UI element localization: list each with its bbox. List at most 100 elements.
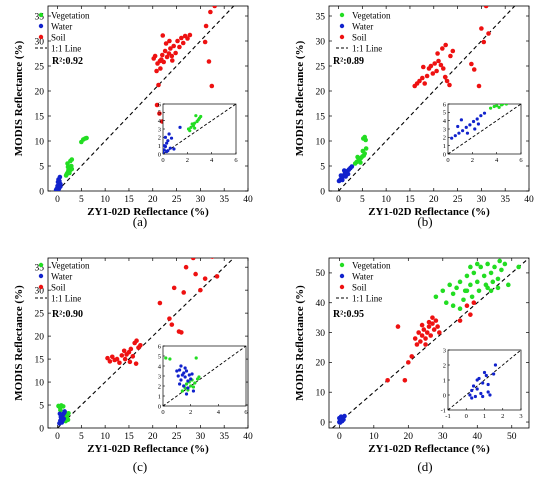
x-axis-label: ZY1-02D Reflectance (%) <box>368 443 490 455</box>
y-tick-label: 10 <box>35 378 45 388</box>
legend-line-label: 1:1 Line <box>352 293 382 303</box>
inset-point-water <box>471 119 476 124</box>
legend-water-label: Water <box>352 21 373 31</box>
inset-y-tick-label: 3 <box>158 373 161 380</box>
inset-point-vegetation <box>180 389 184 393</box>
point-vegetation <box>358 160 363 165</box>
point-soil <box>209 83 215 89</box>
point-vegetation <box>363 146 369 151</box>
inset-point-water <box>168 146 172 150</box>
point-soil <box>450 48 456 54</box>
inset-point-water <box>179 378 183 382</box>
inset-series-water <box>175 364 196 396</box>
inset-y-tick-label: 6 <box>158 343 162 350</box>
point-soil <box>440 46 445 51</box>
x-axis-label: ZY1-02D Reflectance (%) <box>87 206 209 218</box>
inset-point-water <box>473 127 477 131</box>
inset-y-tick-label: 1 <box>158 143 161 150</box>
point-soil <box>471 67 477 72</box>
inset-point-water <box>190 372 194 376</box>
x-tick-label: 20 <box>148 195 158 205</box>
inset-point-water <box>186 386 190 390</box>
point-vegetation <box>447 282 452 288</box>
x-tick-label: 10 <box>100 195 110 205</box>
x-tick-label: 30 <box>196 195 206 205</box>
point-soil <box>121 348 127 354</box>
point-vegetation <box>495 276 501 282</box>
r-squared-label: R²:0.92 <box>52 56 83 67</box>
inset-point-water <box>183 366 187 370</box>
point-soil <box>180 40 186 46</box>
inset-point-water <box>482 111 487 115</box>
x-tick-label: 35 <box>500 195 510 205</box>
point-soil <box>208 9 213 15</box>
inset-point-water <box>165 141 169 145</box>
point-soil <box>190 258 196 261</box>
inset-point-water <box>167 132 171 136</box>
inset-point-vegetation <box>488 106 493 110</box>
point-soil <box>424 330 430 335</box>
point-soil <box>157 300 163 306</box>
x-tick-label: 40 <box>473 432 483 442</box>
inset-point-water <box>178 368 182 372</box>
point-soil <box>437 330 442 335</box>
legend-vegetation-label: Vegetation <box>51 10 90 20</box>
legend-vegetation-label: Vegetation <box>352 10 391 20</box>
inset-y-tick-label: 3 <box>443 126 446 133</box>
inset-y-tick-label: 6 <box>158 101 162 108</box>
y-tick-label: 0 <box>39 187 44 197</box>
x-tick-label: 5 <box>360 195 365 205</box>
series-water <box>53 174 63 191</box>
point-vegetation <box>440 288 446 294</box>
x-tick-label: 20 <box>148 432 158 442</box>
inset-point-water <box>184 369 189 373</box>
panel-label: (a) <box>133 214 147 229</box>
legend-water-marker <box>339 273 345 279</box>
x-tick-label: 20 <box>404 432 414 442</box>
point-soil <box>164 54 170 60</box>
x-tick-label: 50 <box>507 432 517 442</box>
inset-y-tick-label: 1 <box>443 377 446 384</box>
point-vegetation <box>461 297 466 303</box>
point-soil <box>169 322 175 327</box>
series-soil <box>385 300 477 383</box>
point-water <box>341 168 347 173</box>
point-soil <box>448 53 453 59</box>
point-soil <box>395 324 401 329</box>
point-vegetation <box>476 288 482 294</box>
inset-point-vegetation <box>191 385 196 389</box>
point-vegetation <box>474 261 480 267</box>
point-soil <box>430 321 435 326</box>
point-soil <box>154 102 160 108</box>
inset-y-tick-label: 2 <box>158 383 161 390</box>
inset-y-tick-label: 3 <box>158 126 161 133</box>
x-tick-label: 40 <box>243 195 253 205</box>
point-vegetation <box>454 285 459 291</box>
inset-x-tick-label: 6 <box>234 157 238 164</box>
inset-point-water <box>475 117 479 121</box>
x-tick-label: 0 <box>55 432 60 442</box>
point-soil <box>169 53 175 59</box>
point-vegetation <box>468 264 473 270</box>
point-soil <box>422 81 428 86</box>
point-vegetation <box>488 270 494 276</box>
x-tick-label: 20 <box>429 195 439 205</box>
inset-point-water <box>183 375 187 379</box>
point-vegetation <box>433 294 439 300</box>
y-tick-label: 15 <box>316 112 326 122</box>
inset-y-tick-label: 5 <box>443 110 446 117</box>
inset-point-vegetation <box>499 104 504 107</box>
point-soil <box>202 39 208 45</box>
inset-point-water <box>465 131 470 135</box>
y-tick-label: 25 <box>316 62 326 72</box>
inset-point-water <box>187 373 191 377</box>
point-soil <box>177 44 182 50</box>
point-vegetation <box>468 282 473 288</box>
inset-point-water <box>175 369 179 373</box>
point-soil <box>162 48 168 54</box>
y-axis-label: MODIS Reflectance (%) <box>294 285 306 401</box>
y-tick-label: 35 <box>35 12 45 22</box>
point-vegetation <box>506 282 511 288</box>
series-water <box>57 409 67 426</box>
